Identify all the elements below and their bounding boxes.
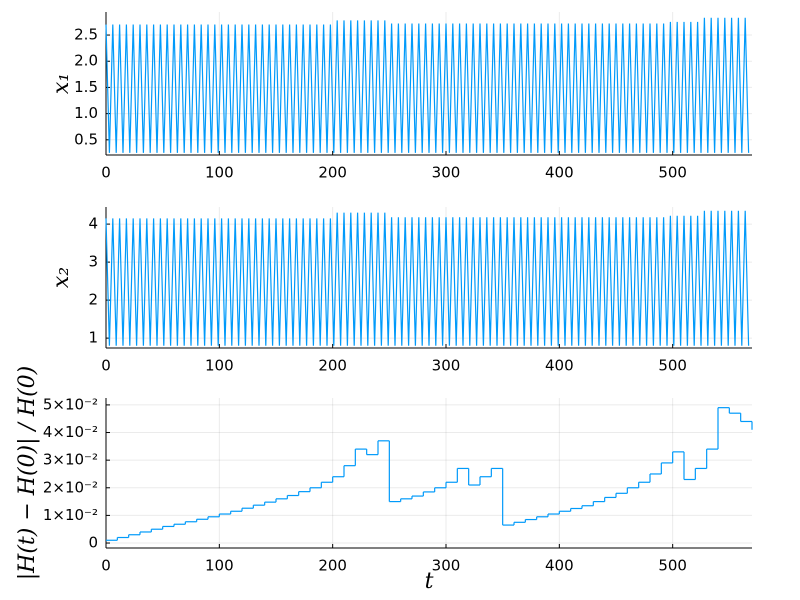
y-tick-label: 1.5 [74,78,98,96]
x-tick-label: 400 [545,557,574,575]
series-line [105,210,750,346]
y-tick-label: 3×10⁻² [43,451,98,469]
x-tick-label: 300 [432,357,461,375]
y-tick-label: 4×10⁻² [43,423,98,441]
y-tick-label: 1 [88,329,98,347]
y-tick-label: 2×10⁻² [43,478,98,496]
y-tick-label: 0.5 [74,130,98,148]
y-tick-label: 1.0 [74,104,98,122]
y-tick-label: 5×10⁻² [43,395,98,413]
y-tick-label: 3 [88,253,98,271]
y-tick-label: 2 [88,291,98,309]
y-tick-label: 1×10⁻² [43,506,98,524]
y-tick-label: 4 [88,215,98,233]
x-tick-label: 0 [101,164,111,182]
y-tick-label: 0 [88,534,98,552]
x-tick-label: 300 [432,164,461,182]
x-tick-label: 200 [318,164,347,182]
x-tick-label: 400 [545,164,574,182]
x-tick-label: 300 [432,557,461,575]
y-tick-label: 2.5 [74,26,98,44]
y-axis-label: x₁ [49,73,74,94]
x-tick-label: 0 [101,557,111,575]
x-tick-label: 100 [205,557,234,575]
x-tick-label: 400 [545,357,574,375]
x-tick-label: 0 [101,357,111,375]
series-line [105,17,750,153]
x-tick-label: 500 [658,164,687,182]
y-axis-label: x₂ [49,267,74,288]
x-tick-label: 500 [658,557,687,575]
y-tick-label: 2.0 [74,52,98,70]
x-axis-label: t [425,569,434,594]
x-tick-label: 500 [658,357,687,375]
x-tick-label: 200 [318,357,347,375]
x-tick-label: 100 [205,357,234,375]
y-axis-label: |H(t) − H(0)| / H(0) [15,366,40,581]
x-tick-label: 100 [205,164,234,182]
x-tick-label: 200 [318,557,347,575]
